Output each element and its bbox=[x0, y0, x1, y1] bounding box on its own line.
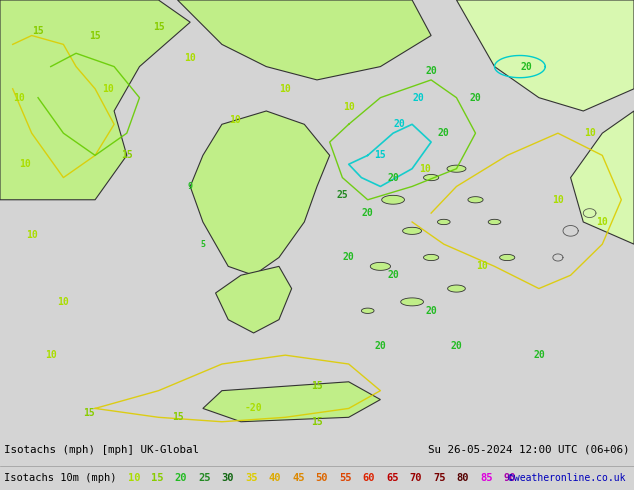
Text: 20: 20 bbox=[533, 350, 545, 360]
Text: 70: 70 bbox=[410, 473, 422, 483]
Polygon shape bbox=[424, 174, 439, 181]
Text: 55: 55 bbox=[339, 473, 352, 483]
Text: 85: 85 bbox=[480, 473, 493, 483]
Text: Isotachs (mph) [mph] UK-Global: Isotachs (mph) [mph] UK-Global bbox=[4, 445, 199, 455]
Text: 10: 10 bbox=[419, 164, 430, 173]
Polygon shape bbox=[190, 111, 330, 275]
Text: 35: 35 bbox=[245, 473, 258, 483]
Polygon shape bbox=[216, 267, 292, 333]
Text: 20: 20 bbox=[425, 66, 437, 76]
Text: 15: 15 bbox=[153, 22, 164, 32]
Text: -20: -20 bbox=[245, 403, 262, 414]
Text: 10: 10 bbox=[26, 230, 37, 240]
Polygon shape bbox=[382, 196, 404, 204]
Text: 10: 10 bbox=[280, 84, 291, 94]
Polygon shape bbox=[424, 254, 439, 261]
Polygon shape bbox=[571, 111, 634, 244]
Polygon shape bbox=[456, 0, 634, 111]
Text: Su 26-05-2024 12:00 UTC (06+06): Su 26-05-2024 12:00 UTC (06+06) bbox=[429, 445, 630, 455]
Text: 40: 40 bbox=[269, 473, 281, 483]
Text: 15: 15 bbox=[311, 416, 323, 427]
Text: 25: 25 bbox=[198, 473, 210, 483]
Text: 65: 65 bbox=[386, 473, 399, 483]
Text: 10: 10 bbox=[229, 115, 240, 125]
Text: 20: 20 bbox=[425, 306, 437, 316]
Text: 20: 20 bbox=[362, 208, 373, 218]
Text: 45: 45 bbox=[292, 473, 305, 483]
Text: 15: 15 bbox=[83, 408, 94, 418]
Text: 10: 10 bbox=[476, 261, 488, 271]
Text: 20: 20 bbox=[387, 172, 399, 183]
Text: 80: 80 bbox=[456, 473, 469, 483]
Text: 60: 60 bbox=[363, 473, 375, 483]
Text: 20: 20 bbox=[521, 62, 532, 72]
Text: 10: 10 bbox=[127, 473, 140, 483]
Polygon shape bbox=[488, 220, 501, 224]
Polygon shape bbox=[448, 285, 465, 292]
Polygon shape bbox=[0, 0, 190, 200]
Text: ©weatheronline.co.uk: ©weatheronline.co.uk bbox=[508, 473, 626, 483]
Polygon shape bbox=[203, 382, 380, 422]
Polygon shape bbox=[361, 308, 374, 314]
Text: 90: 90 bbox=[504, 473, 516, 483]
Text: 9: 9 bbox=[188, 182, 193, 191]
Text: 10: 10 bbox=[552, 195, 564, 205]
Text: Isotachs 10m (mph): Isotachs 10m (mph) bbox=[4, 473, 117, 483]
Text: 10: 10 bbox=[584, 128, 595, 138]
Text: 15: 15 bbox=[32, 26, 44, 36]
Text: 15: 15 bbox=[152, 473, 164, 483]
Text: 10: 10 bbox=[343, 101, 354, 112]
Text: 10: 10 bbox=[45, 350, 56, 360]
Text: 20: 20 bbox=[175, 473, 187, 483]
Polygon shape bbox=[500, 254, 515, 261]
Text: 15: 15 bbox=[311, 381, 323, 391]
Text: 10: 10 bbox=[58, 297, 69, 307]
Polygon shape bbox=[403, 227, 422, 234]
Text: 20: 20 bbox=[413, 93, 424, 103]
Text: 15: 15 bbox=[172, 412, 183, 422]
Text: 20: 20 bbox=[375, 341, 386, 351]
Text: 20: 20 bbox=[387, 270, 399, 280]
Text: 10: 10 bbox=[20, 159, 31, 169]
Polygon shape bbox=[437, 220, 450, 224]
Text: 75: 75 bbox=[433, 473, 446, 483]
Text: 50: 50 bbox=[316, 473, 328, 483]
Text: 15: 15 bbox=[89, 30, 101, 41]
Polygon shape bbox=[401, 298, 424, 306]
Text: 5: 5 bbox=[200, 240, 205, 248]
Text: 30: 30 bbox=[222, 473, 234, 483]
Text: 25: 25 bbox=[337, 190, 348, 200]
Polygon shape bbox=[370, 262, 391, 270]
Text: 20: 20 bbox=[470, 93, 481, 103]
Text: 10: 10 bbox=[184, 53, 196, 63]
Text: 20: 20 bbox=[438, 128, 450, 138]
Text: 15: 15 bbox=[375, 150, 386, 160]
Text: 10: 10 bbox=[102, 84, 113, 94]
Text: 10: 10 bbox=[13, 93, 25, 103]
Text: 20: 20 bbox=[394, 119, 405, 129]
Polygon shape bbox=[178, 0, 431, 80]
Text: 20: 20 bbox=[451, 341, 462, 351]
Polygon shape bbox=[447, 165, 466, 172]
Text: 10: 10 bbox=[597, 217, 608, 227]
Text: 15: 15 bbox=[121, 150, 133, 160]
Polygon shape bbox=[468, 196, 483, 203]
Text: 20: 20 bbox=[343, 252, 354, 263]
